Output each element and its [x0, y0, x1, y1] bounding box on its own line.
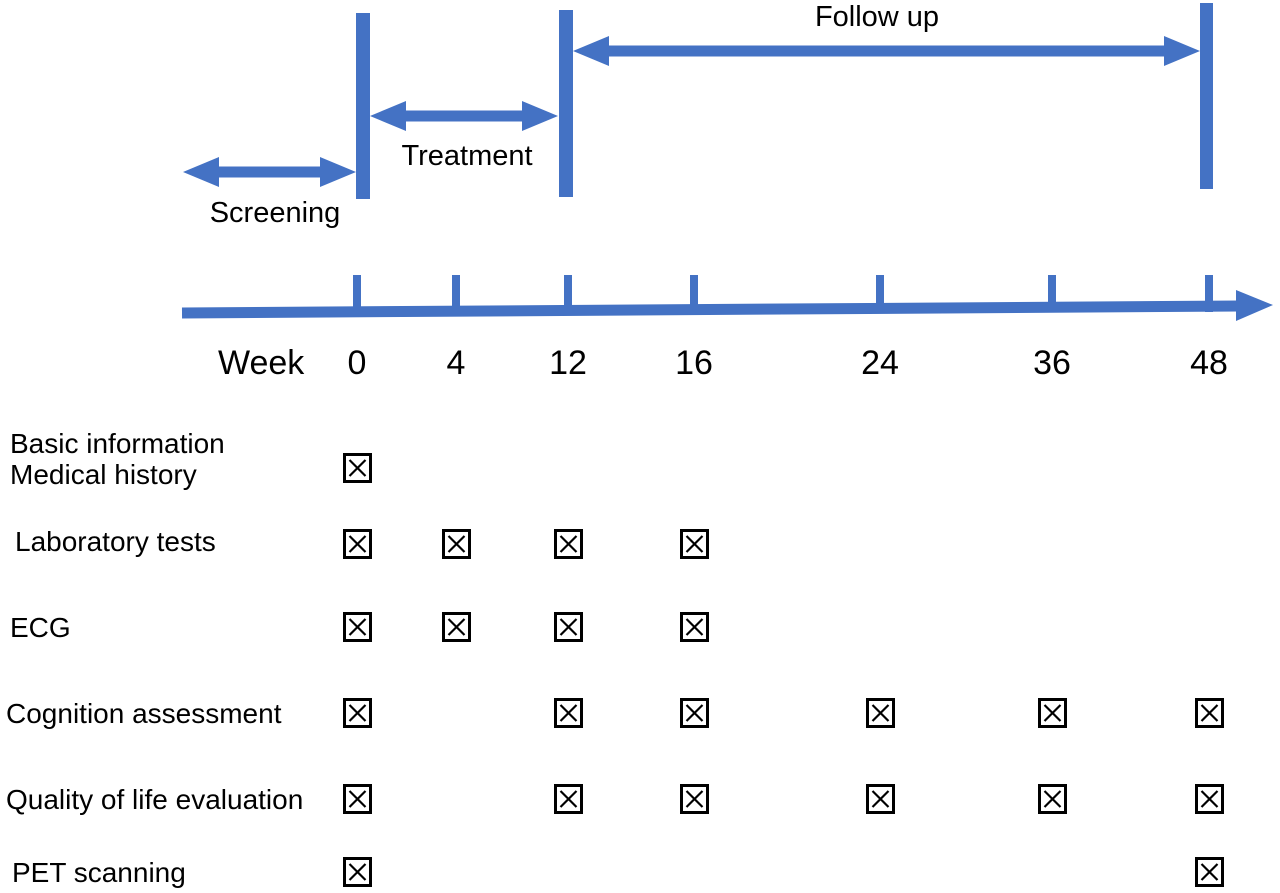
x-mark-icon: [1200, 863, 1218, 881]
checked-box-x: [342, 529, 372, 559]
week-tick-mark: [452, 275, 460, 312]
checked-box-x: [342, 784, 372, 814]
x-mark-icon: [1043, 704, 1061, 722]
week-tick-label: 0: [347, 344, 367, 382]
timeline-axis-arrowhead: [1236, 290, 1273, 321]
x-mark-icon: [1200, 790, 1218, 808]
checked-box-x: [553, 698, 583, 728]
checked-box-x: [342, 453, 372, 483]
checked-box-x: [342, 698, 372, 728]
x-mark-icon: [348, 535, 366, 553]
week0-milestone-bar: [356, 13, 370, 199]
checked-box-x: [553, 529, 583, 559]
schedule-row-label: Laboratory tests: [15, 526, 216, 557]
x-mark-icon: [685, 704, 703, 722]
checked-box-x: [865, 784, 895, 814]
week48-milestone-bar: [1200, 3, 1213, 189]
treatment-label: Treatment: [401, 140, 533, 172]
week-tick-mark: [1048, 275, 1056, 312]
screening-label: Screening: [209, 197, 341, 229]
x-mark-icon: [559, 704, 577, 722]
screening-arrow: [183, 157, 356, 187]
x-mark-icon: [1200, 704, 1218, 722]
checked-box-x: [679, 698, 709, 728]
schedule-row-label: Medical history: [10, 459, 197, 490]
checked-box-x: [1037, 784, 1067, 814]
x-mark-icon: [348, 790, 366, 808]
x-mark-icon: [559, 618, 577, 636]
followup-label: Follow up: [814, 1, 940, 33]
checked-box-x: [1037, 698, 1067, 728]
week-tick-label: 4: [446, 344, 466, 382]
x-mark-icon: [348, 863, 366, 881]
checked-box-x: [865, 698, 895, 728]
week-tick-label: 16: [675, 344, 713, 382]
week-tick-mark: [876, 275, 884, 312]
x-mark-icon: [685, 618, 703, 636]
x-mark-icon: [1043, 790, 1061, 808]
week-tick-label: 36: [1033, 344, 1071, 382]
checked-box-x: [1194, 857, 1224, 887]
week12-milestone-bar: [559, 10, 573, 197]
x-mark-icon: [348, 618, 366, 636]
checked-box-x: [441, 529, 471, 559]
week-tick-label: 24: [861, 344, 899, 382]
schedule-row-label: Cognition assessment: [6, 698, 282, 729]
x-mark-icon: [447, 535, 465, 553]
timeline-axis: [181, 290, 1273, 321]
schedule-row-label: Basic information: [10, 428, 225, 459]
checked-box-x: [679, 529, 709, 559]
x-mark-icon: [348, 704, 366, 722]
x-mark-icon: [447, 618, 465, 636]
week-tick-mark: [353, 275, 361, 312]
timeline-graphics: [181, 3, 1273, 321]
checked-box-x: [1194, 698, 1224, 728]
checked-box-x: [1194, 784, 1224, 814]
week-tick-label: 12: [549, 344, 587, 382]
checked-box-x: [553, 612, 583, 642]
x-mark-icon: [685, 790, 703, 808]
schedule-row-label: PET scanning: [12, 857, 186, 888]
week-tick-label: 48: [1190, 344, 1228, 382]
week-tick-mark: [564, 275, 572, 312]
x-mark-icon: [559, 790, 577, 808]
followup-arrow: [573, 36, 1200, 66]
x-mark-icon: [871, 790, 889, 808]
x-mark-icon: [559, 535, 577, 553]
checked-box-x: [342, 612, 372, 642]
week-axis-label: Week: [218, 344, 305, 382]
checked-box-x: [679, 612, 709, 642]
x-mark-icon: [685, 535, 703, 553]
week-tick-mark: [690, 275, 698, 312]
treatment-arrow: [370, 101, 558, 131]
x-mark-icon: [348, 459, 366, 477]
week-tick-mark: [1205, 275, 1213, 312]
x-mark-icon: [871, 704, 889, 722]
week-ticks: [353, 275, 1213, 312]
checked-box-x: [679, 784, 709, 814]
checked-box-x: [441, 612, 471, 642]
schedule-row-label: Quality of life evaluation: [6, 784, 304, 815]
schedule-row-label: ECG: [10, 612, 71, 643]
checked-box-x: [342, 857, 372, 887]
checked-box-x: [553, 784, 583, 814]
